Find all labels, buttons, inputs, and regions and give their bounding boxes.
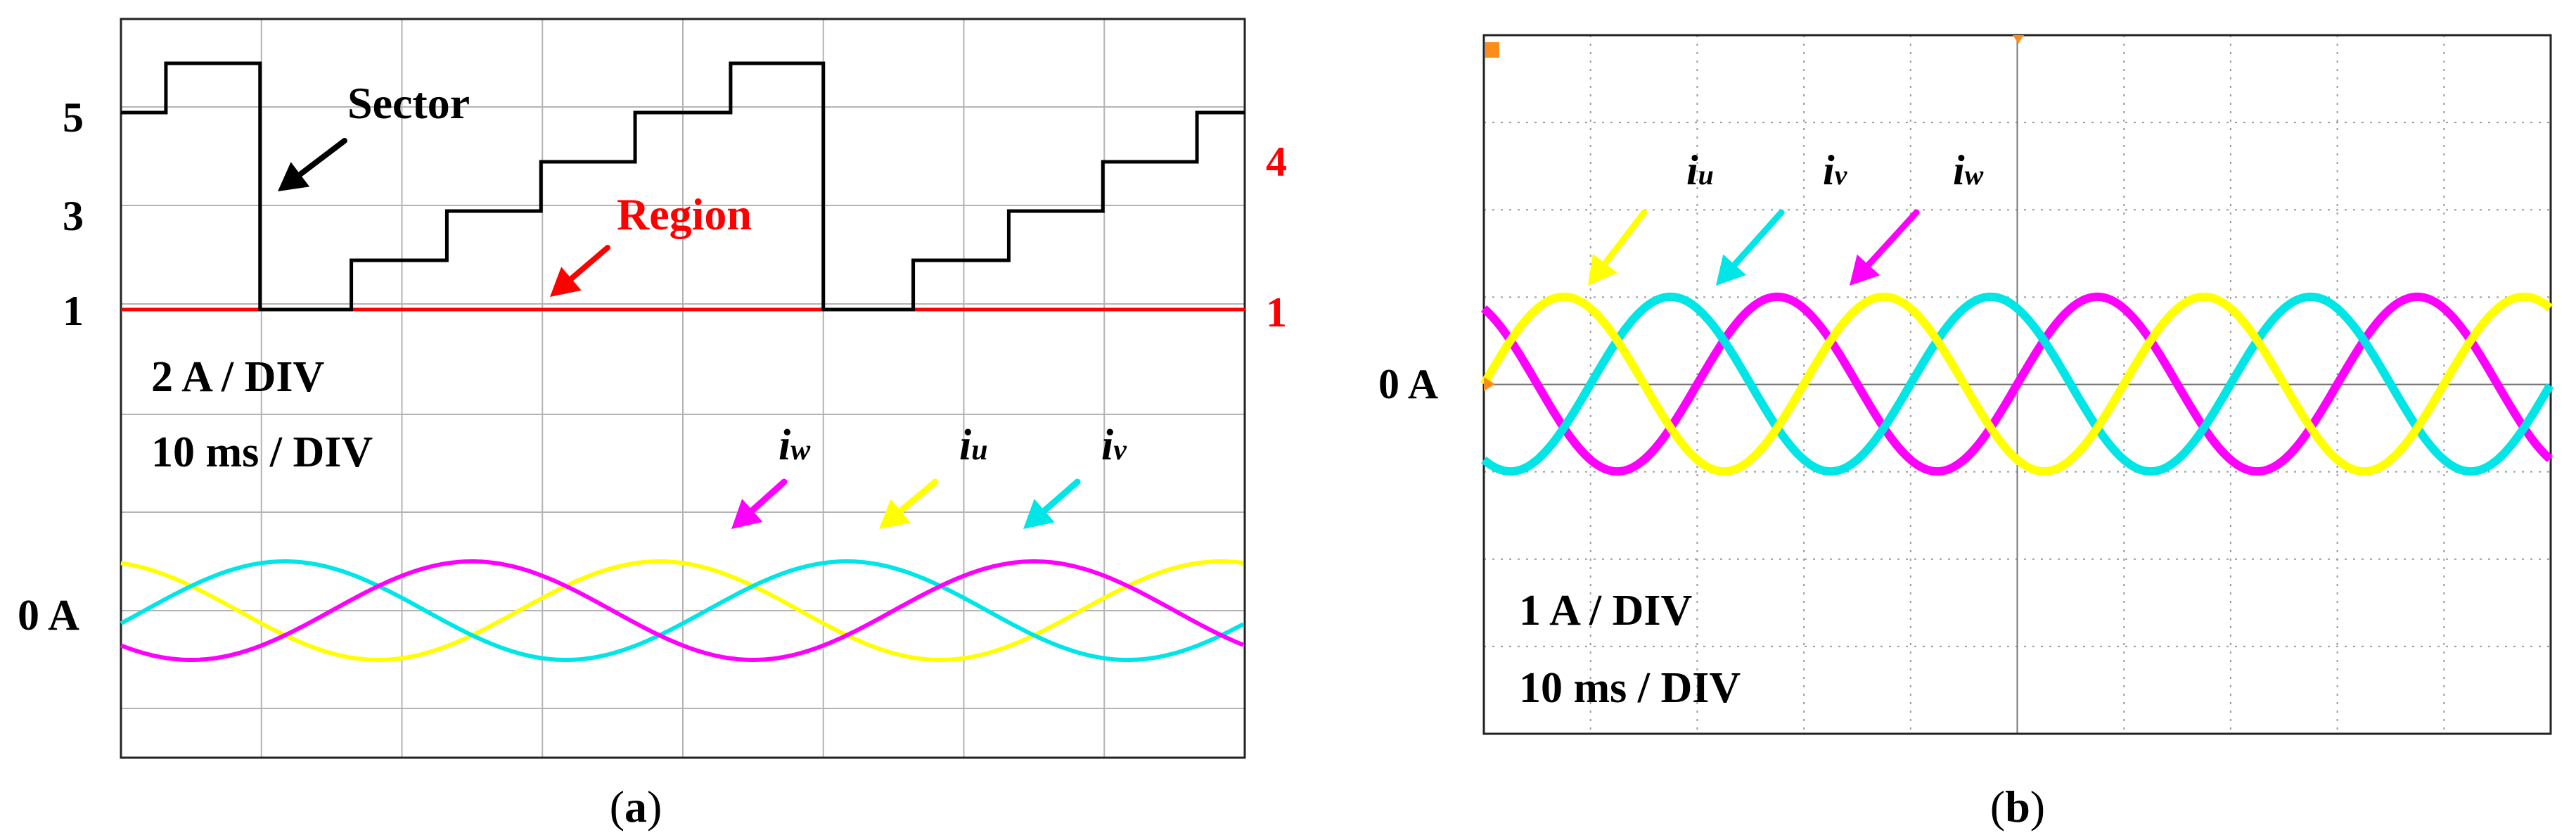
panel-a-caption-open: ( <box>610 782 624 832</box>
panel-a-caption: (a) <box>610 782 662 832</box>
panel-b-trace-iw <box>1480 292 2553 476</box>
panel-b-arrows <box>1588 209 1920 286</box>
panel-b-arrow-iu-icon <box>1588 209 1648 286</box>
panel-a-arrow-iw-icon <box>731 478 788 529</box>
panel-b-caption-open: ( <box>1990 782 2005 832</box>
panel-a-current-scale: 2 A / DIV <box>151 353 325 401</box>
panel-b-zero-label: 0 A <box>1378 361 1438 407</box>
time-marker-icon <box>2013 35 2024 44</box>
panel-a-right-tick-4: 4 <box>1266 139 1287 185</box>
panel-a-current-traces <box>120 559 1245 662</box>
panel-a-trace-iw <box>120 559 1245 662</box>
panel-b-time-scale: 10 ms / DIV <box>1519 664 1741 712</box>
panel-b-arrow-iw-icon <box>1850 209 1920 286</box>
region-arrow-icon <box>550 245 610 297</box>
panel-b-trace-iu <box>1480 292 2553 476</box>
panel-a-trace-iu <box>120 559 1244 662</box>
panel-a-arrow-iu-icon <box>879 478 939 529</box>
panel-b-caption-close: ) <box>2030 782 2045 832</box>
panel-b-current-scale: 1 A / DIV <box>1519 587 1693 635</box>
panel-a-grid <box>121 19 1245 758</box>
panel-a-caption-letter: a <box>624 782 647 832</box>
panel-a-ytick-3: 3 <box>63 193 84 239</box>
trigger-marker-icon <box>1485 42 1499 58</box>
panel-b-chart: 0 A iu iv iw 1 A / DIV 10 ms / DIV (b) <box>1378 34 2554 832</box>
panel-a-arrows <box>278 138 1081 529</box>
panel-b-arrow-iv-icon <box>1716 209 1785 286</box>
panel-a-time-scale: 10 ms / DIV <box>151 428 373 476</box>
panel-a-zero-label: 0 A <box>18 592 79 639</box>
panel-b-current-traces <box>1480 292 2554 476</box>
panel-a-label-iv: iv <box>1101 421 1127 469</box>
sector-arrow-icon <box>278 138 347 191</box>
panel-a-ytick-1: 1 <box>63 288 84 334</box>
panel-a-ytick-5: 5 <box>63 94 84 141</box>
ground-marker-icon <box>1484 377 1495 391</box>
panel-a-caption-close: ) <box>647 782 662 832</box>
panel-a-label-iw: iw <box>778 421 811 469</box>
panel-a-arrow-iv-icon <box>1023 478 1081 529</box>
panel-b-label-iv: iv <box>1823 147 1848 193</box>
panel-b-trace-iv <box>1481 292 2554 476</box>
panel-a-chart: 5 3 1 4 1 Sector Region 2 A / DIV 10 ms … <box>18 18 1287 832</box>
panel-b-label-iw: iw <box>1953 147 1984 193</box>
panel-b-caption: (b) <box>1990 782 2045 832</box>
panel-b-label-iu: iu <box>1686 147 1714 193</box>
panel-a-sector-trace <box>121 61 1245 312</box>
panel-a-frame <box>120 18 1246 759</box>
sector-label: Sector <box>347 78 470 128</box>
panel-b-caption-letter: b <box>2005 782 2030 832</box>
panel-a-trace-iv <box>120 559 1245 662</box>
panel-a-label-iu: iu <box>959 421 988 469</box>
panel-a-right-tick-1: 1 <box>1266 289 1287 336</box>
region-label: Region <box>617 189 752 239</box>
sector-line <box>121 61 1245 312</box>
